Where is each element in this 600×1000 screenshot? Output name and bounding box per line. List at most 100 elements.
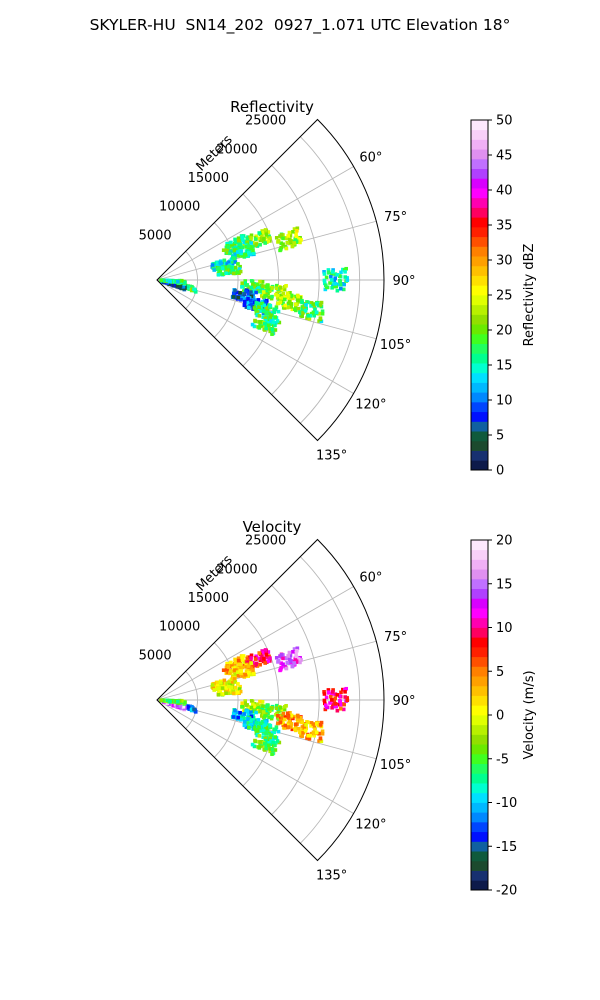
echo-point [256, 282, 260, 287]
echo-point [256, 702, 260, 707]
echo-point [334, 704, 338, 709]
echo-point [339, 690, 343, 695]
echo-point [322, 281, 327, 286]
echo-point [264, 746, 268, 751]
echo-point [261, 284, 265, 288]
echo-point [298, 310, 302, 314]
echo-point [176, 279, 180, 284]
echo-point [267, 295, 271, 300]
echo-point [229, 243, 234, 247]
echo-cluster [252, 301, 281, 322]
echo-point [332, 278, 337, 283]
echo-point [249, 656, 253, 660]
echo-point [185, 704, 190, 709]
echo-point [274, 286, 279, 291]
echo-point [261, 290, 266, 294]
echo-point [264, 725, 268, 730]
echo-point [279, 653, 284, 657]
echo-point [302, 306, 307, 310]
echo-point [263, 661, 267, 665]
echo-point [249, 290, 253, 294]
range-tick-label: 5000 [139, 228, 172, 243]
echo-point [292, 661, 296, 665]
echo-point [295, 648, 299, 653]
echo-point [287, 719, 292, 724]
echo-point [307, 317, 312, 321]
echo-point [296, 726, 301, 731]
echo-point [242, 241, 247, 246]
colorbar-tick-label: -15 [496, 840, 517, 855]
echo-point [323, 283, 328, 288]
echo-point [266, 659, 271, 663]
echo-point [258, 289, 262, 293]
echo-point [318, 316, 323, 321]
azimuth-tick-label: 120° [355, 818, 386, 833]
echo-point [246, 292, 251, 297]
echo-point [281, 662, 285, 667]
echo-point [238, 710, 242, 715]
echo-point [276, 709, 281, 713]
echo-point [236, 270, 240, 275]
echo-point [238, 662, 243, 667]
echo-point [240, 705, 244, 709]
echo-point [320, 731, 325, 736]
echo-point [240, 285, 244, 289]
echo-point [251, 282, 255, 287]
colorbar-tick-label: 45 [496, 149, 513, 164]
colorbar-swatch [471, 256, 488, 267]
echo-point [253, 318, 257, 323]
echo-point [320, 311, 325, 316]
echo-point [273, 323, 277, 328]
echo-point [212, 688, 217, 692]
echo-point [333, 692, 338, 696]
echo-point [294, 654, 299, 659]
echo-point [279, 707, 284, 712]
echo-point [159, 278, 163, 282]
echo-cluster [322, 686, 350, 713]
echo-point [240, 235, 244, 239]
echo-point [246, 712, 251, 717]
echo-point [262, 237, 266, 241]
echo-point [231, 691, 236, 696]
echo-point [243, 279, 248, 283]
echo-point [341, 687, 345, 692]
colorbar-swatch [471, 285, 488, 296]
echo-point [238, 269, 243, 274]
echo-point [236, 295, 240, 300]
echo-point [268, 236, 272, 240]
colorbar-swatch [471, 421, 488, 432]
echo-point [244, 305, 249, 309]
echo-point [284, 703, 288, 708]
echo-point [313, 727, 317, 732]
echo-point [283, 303, 288, 308]
echo-point [307, 737, 312, 741]
colorbar-tick-label: 0 [496, 464, 504, 479]
echo-point [212, 268, 217, 272]
echo-point [290, 664, 295, 669]
colorbar-swatch [471, 715, 488, 726]
colorbar-tick-label: 15 [496, 359, 513, 374]
azimuth-tick-label: 105° [380, 758, 411, 773]
echo-point [233, 708, 237, 713]
echo-point [233, 680, 238, 684]
echo-point [218, 269, 223, 274]
colorbar-swatch [471, 411, 488, 422]
echo-point [291, 230, 295, 234]
echo-point [244, 709, 248, 714]
echo-point [263, 736, 268, 741]
echo-point [243, 699, 248, 703]
echo-point [240, 712, 244, 716]
echo-point [304, 303, 308, 307]
echo-point [343, 270, 347, 274]
echo-point [295, 717, 300, 722]
echo-point [286, 714, 291, 718]
echo-point [233, 288, 237, 293]
echo-point [273, 735, 278, 739]
echo-point [273, 315, 278, 319]
echo-point [263, 318, 268, 323]
echo-point [273, 307, 278, 312]
range-tick-label: 20000 [216, 562, 257, 577]
echo-point [257, 745, 262, 749]
echo-point [261, 710, 266, 714]
echo-point [298, 295, 303, 300]
